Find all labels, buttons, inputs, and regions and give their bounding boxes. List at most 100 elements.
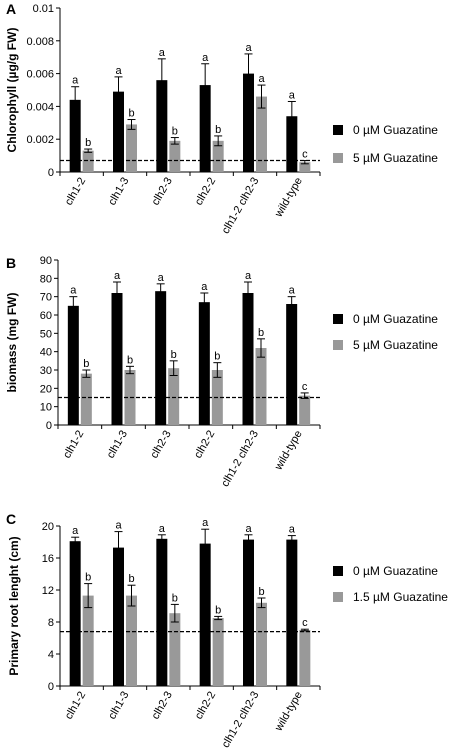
significance-label: a <box>159 47 166 59</box>
category-label: clh1-3 <box>106 176 131 208</box>
bar-control <box>286 304 298 425</box>
significance-label: b <box>128 573 134 585</box>
y-tick-label: 90 <box>40 255 52 267</box>
category-label: clh1-2 clh2-3 <box>220 176 262 237</box>
bar-treated <box>299 162 311 172</box>
significance-label: c <box>302 381 308 393</box>
category-label: clh2-3 <box>148 429 173 461</box>
significance-label: a <box>245 270 252 282</box>
significance-label: b <box>85 137 91 149</box>
bar-control <box>198 302 210 425</box>
bar-treated <box>126 595 137 686</box>
y-axis-label: Chlorophyll (µg/g FW) <box>5 28 19 153</box>
significance-label: a <box>72 525 79 537</box>
bar-treated <box>299 395 311 425</box>
legend-swatch <box>333 592 343 602</box>
category-label: clh2-2 <box>193 176 218 208</box>
bar-treated <box>212 618 224 686</box>
significance-label: a <box>289 89 296 101</box>
significance-label: a <box>289 285 296 297</box>
legend-swatch <box>333 153 343 163</box>
significance-label: a <box>202 517 209 529</box>
significance-label: b <box>215 604 221 616</box>
y-axis-label: biomass (mg FW) <box>5 292 19 392</box>
significance-label: a <box>115 520 122 532</box>
bar-control <box>286 539 298 686</box>
category-label: clh1-2 <box>63 176 88 208</box>
y-axis-label: Primary root lenght (cm) <box>7 536 21 675</box>
category-label: clh2-3 <box>150 690 175 722</box>
significance-label: b <box>172 592 178 604</box>
bar-control <box>155 291 167 425</box>
chart-panel-b: B 0 10 20 30 40 50 60 70 80 90 biomass (mg FW) a a a a a… <box>5 255 438 489</box>
category-label: clh1-2 <box>61 429 86 461</box>
category-label: clh1-3 <box>106 690 131 722</box>
significance-label: c <box>302 617 308 629</box>
panel-letter: A <box>6 1 16 17</box>
bar-treated <box>256 96 267 172</box>
significance-label: b <box>128 108 134 120</box>
y-tick-label: 0.008 <box>26 36 54 48</box>
legend-swatch <box>333 314 343 324</box>
legend-label: 5 µM Guazatine <box>353 151 438 165</box>
bar-treated <box>82 150 94 172</box>
bar-treated <box>82 595 94 686</box>
bar-control <box>156 538 168 686</box>
y-tick-label: 16 <box>42 553 54 565</box>
y-tick-label: 10 <box>40 402 52 414</box>
y-tick-label: 0 <box>48 167 54 179</box>
y-tick-label: 4 <box>48 649 54 661</box>
significance-label: b <box>258 586 264 598</box>
bar-treated <box>256 602 267 686</box>
y-tick-label: 0 <box>48 681 54 693</box>
y-tick-label: 0.004 <box>26 101 54 113</box>
legend-swatch <box>333 125 343 135</box>
legend-label: 5 µM Guazatine <box>353 338 438 352</box>
y-tick-label: 40 <box>40 347 52 359</box>
y-tick-label: 70 <box>40 292 52 304</box>
bar-control <box>113 91 124 172</box>
category-label: clh2-2 <box>192 429 217 461</box>
significance-label: a <box>201 281 208 293</box>
bar-treated <box>80 373 92 425</box>
category-label: clh1-2 clh2-3 <box>219 429 261 490</box>
y-tick-label: 60 <box>40 310 52 322</box>
significance-label: a <box>289 524 296 536</box>
significance-label: b <box>214 351 220 363</box>
y-tick-label: 50 <box>40 328 52 340</box>
bar-control <box>242 293 254 425</box>
bar-treated <box>212 140 224 172</box>
significance-label: b <box>85 572 91 584</box>
legend-label: 0 µM Guazatine <box>353 123 438 137</box>
significance-label: a <box>158 272 165 284</box>
significance-label: b <box>83 358 89 370</box>
significance-label: a <box>245 42 252 54</box>
significance-label: a <box>202 52 209 64</box>
category-label: clh2-2 <box>193 690 218 722</box>
y-tick-label: 20 <box>42 521 54 533</box>
bar-control <box>69 99 81 172</box>
significance-label: a <box>258 73 265 85</box>
legend-label: 0 µM Guazatine <box>353 564 438 578</box>
bar-control <box>111 293 123 425</box>
bar-treated <box>126 124 137 172</box>
bar-control <box>69 541 81 686</box>
bar-control <box>199 85 211 172</box>
bar-treated <box>168 368 180 425</box>
y-tick-label: 0.006 <box>26 69 54 81</box>
significance-label: a <box>115 65 122 77</box>
bar-control <box>67 305 79 425</box>
chart-panel-c: C 0 4 8 12 16 20 Primary root lenght (cm) a a a a a a… <box>6 511 448 750</box>
category-label: wild-type <box>272 429 305 473</box>
panel-letter: B <box>6 255 16 271</box>
bar-treated <box>169 613 181 686</box>
y-tick-label: 8 <box>48 617 54 629</box>
bar-treated <box>299 630 311 686</box>
significance-label: b <box>258 327 264 339</box>
bar-control <box>243 539 254 686</box>
chart-panel-a: A 0 0.002 0.004 0.006 0.008 0.01 Chlorophyll (µ… <box>5 1 438 236</box>
y-tick-label: 0.002 <box>26 134 54 146</box>
y-tick-label: 0.01 <box>33 3 54 15</box>
legend-label: 0 µM Guazatine <box>353 312 438 326</box>
